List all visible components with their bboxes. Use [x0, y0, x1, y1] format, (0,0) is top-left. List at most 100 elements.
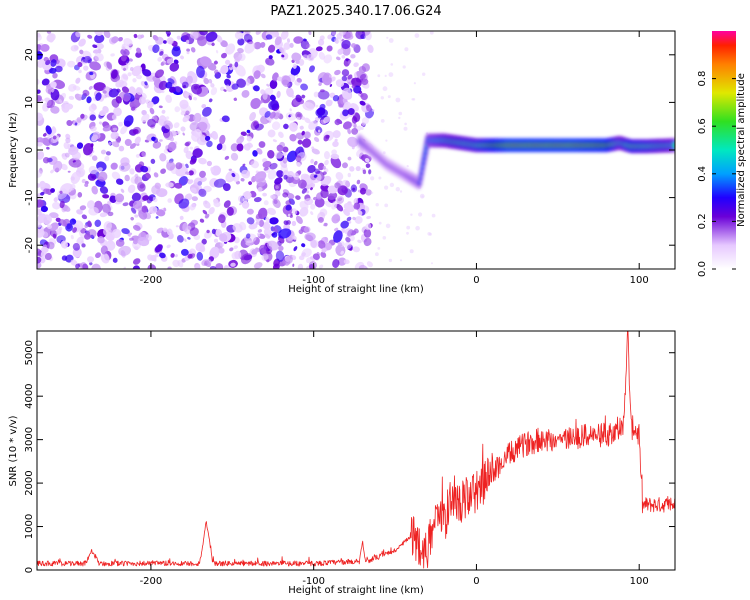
noise-speckle: [253, 70, 261, 79]
noise-speckle: [343, 259, 350, 265]
noise-speckle: [310, 203, 316, 210]
noise-speckle: [40, 205, 48, 213]
noise-speckle: [341, 54, 346, 59]
noise-speckle: [382, 236, 387, 240]
noise-speckle: [292, 63, 297, 69]
noise-speckle: [123, 115, 134, 127]
noise-speckle: [196, 136, 208, 146]
chart-title: PAZ1.2025.340.17.06.G24: [270, 4, 441, 19]
noise-speckle: [149, 107, 155, 115]
noise-speckle: [92, 44, 98, 48]
noise-speckle: [275, 185, 279, 190]
noise-speckle: [226, 206, 234, 216]
noise-speckle: [415, 225, 420, 231]
noise-speckle: [94, 52, 104, 62]
noise-speckle: [59, 190, 63, 194]
noise-speckle: [219, 134, 226, 145]
noise-speckle: [173, 122, 180, 129]
noise-speckle: [356, 148, 364, 157]
noise-speckle: [84, 224, 89, 229]
noise-speckle: [121, 228, 130, 235]
noise-speckle: [159, 252, 166, 259]
noise-speckle: [159, 153, 167, 162]
noise-speckle: [421, 195, 424, 198]
noise-speckle: [265, 34, 273, 40]
noise-speckle: [357, 210, 363, 216]
noise-speckle: [244, 31, 251, 35]
noise-speckle: [259, 100, 264, 104]
noise-speckle: [206, 229, 210, 234]
noise-speckle: [354, 216, 363, 224]
noise-speckle: [276, 170, 284, 178]
noise-speckle: [186, 39, 190, 45]
noise-speckle: [74, 122, 78, 126]
y-tick-label: 2000: [24, 470, 35, 495]
noise-speckle: [256, 148, 263, 155]
noise-speckle: [292, 235, 297, 241]
noise-speckle: [246, 217, 255, 225]
noise-speckle: [347, 74, 353, 80]
noise-speckle: [133, 33, 138, 39]
noise-speckle: [284, 255, 294, 265]
noise-speckle: [234, 64, 246, 77]
noise-speckle: [60, 163, 68, 171]
noise-speckle: [60, 240, 69, 249]
noise-speckle: [189, 158, 197, 165]
noise-speckle: [172, 259, 180, 268]
noise-speckle: [188, 95, 192, 101]
noise-speckle: [76, 117, 82, 123]
noise-speckle: [229, 63, 233, 68]
y-tick-label: 0: [24, 567, 35, 573]
noise-speckle: [52, 201, 61, 210]
noise-speckle: [365, 189, 372, 196]
noise-speckle: [303, 226, 311, 233]
noise-speckle: [68, 95, 75, 100]
noise-speckle: [130, 106, 136, 111]
noise-speckle: [333, 230, 343, 243]
noise-speckle: [188, 170, 194, 176]
y-tick-label: 10: [24, 96, 35, 109]
noise-speckle: [296, 162, 301, 167]
colorbar-tick-label: 0.4: [697, 166, 708, 182]
colorbar-tick-label: 0.2: [697, 213, 708, 229]
noise-speckle: [334, 138, 338, 142]
noise-speckle: [160, 168, 167, 174]
noise-speckle: [370, 176, 375, 181]
noise-speckle: [210, 167, 215, 173]
noise-speckle: [310, 239, 318, 248]
noise-speckle: [50, 169, 54, 174]
noise-speckle: [95, 92, 102, 101]
noise-speckle: [366, 261, 373, 268]
noise-speckle: [318, 82, 322, 86]
noise-speckle: [124, 174, 130, 182]
noise-speckle: [134, 176, 143, 185]
noise-speckle: [382, 86, 388, 92]
noise-speckle: [206, 160, 213, 167]
noise-speckle: [226, 74, 231, 79]
noise-speckle: [409, 249, 414, 254]
noise-speckle: [300, 83, 309, 91]
noise-speckle: [59, 200, 65, 209]
noise-speckle: [122, 67, 127, 71]
noise-speckle: [61, 255, 68, 261]
noise-speckle: [104, 155, 110, 162]
noise-speckle: [174, 182, 183, 189]
noise-speckle: [313, 160, 318, 166]
noise-speckle: [92, 131, 101, 140]
noise-speckle: [160, 89, 165, 94]
noise-speckle: [132, 258, 141, 265]
noise-speckle: [213, 238, 219, 243]
noise-speckle: [347, 156, 352, 161]
noise-speckle: [240, 178, 245, 182]
noise-speckle: [130, 216, 134, 221]
noise-speckle: [181, 248, 189, 256]
noise-speckle: [201, 103, 207, 109]
noise-speckle: [310, 211, 314, 215]
noise-speckle: [301, 94, 306, 99]
noise-speckle: [75, 31, 81, 38]
y-tick-label: -20: [24, 237, 35, 253]
noise-speckle: [152, 196, 158, 203]
noise-speckle: [229, 247, 234, 252]
noise-speckle: [199, 218, 205, 223]
noise-speckle: [100, 245, 108, 255]
